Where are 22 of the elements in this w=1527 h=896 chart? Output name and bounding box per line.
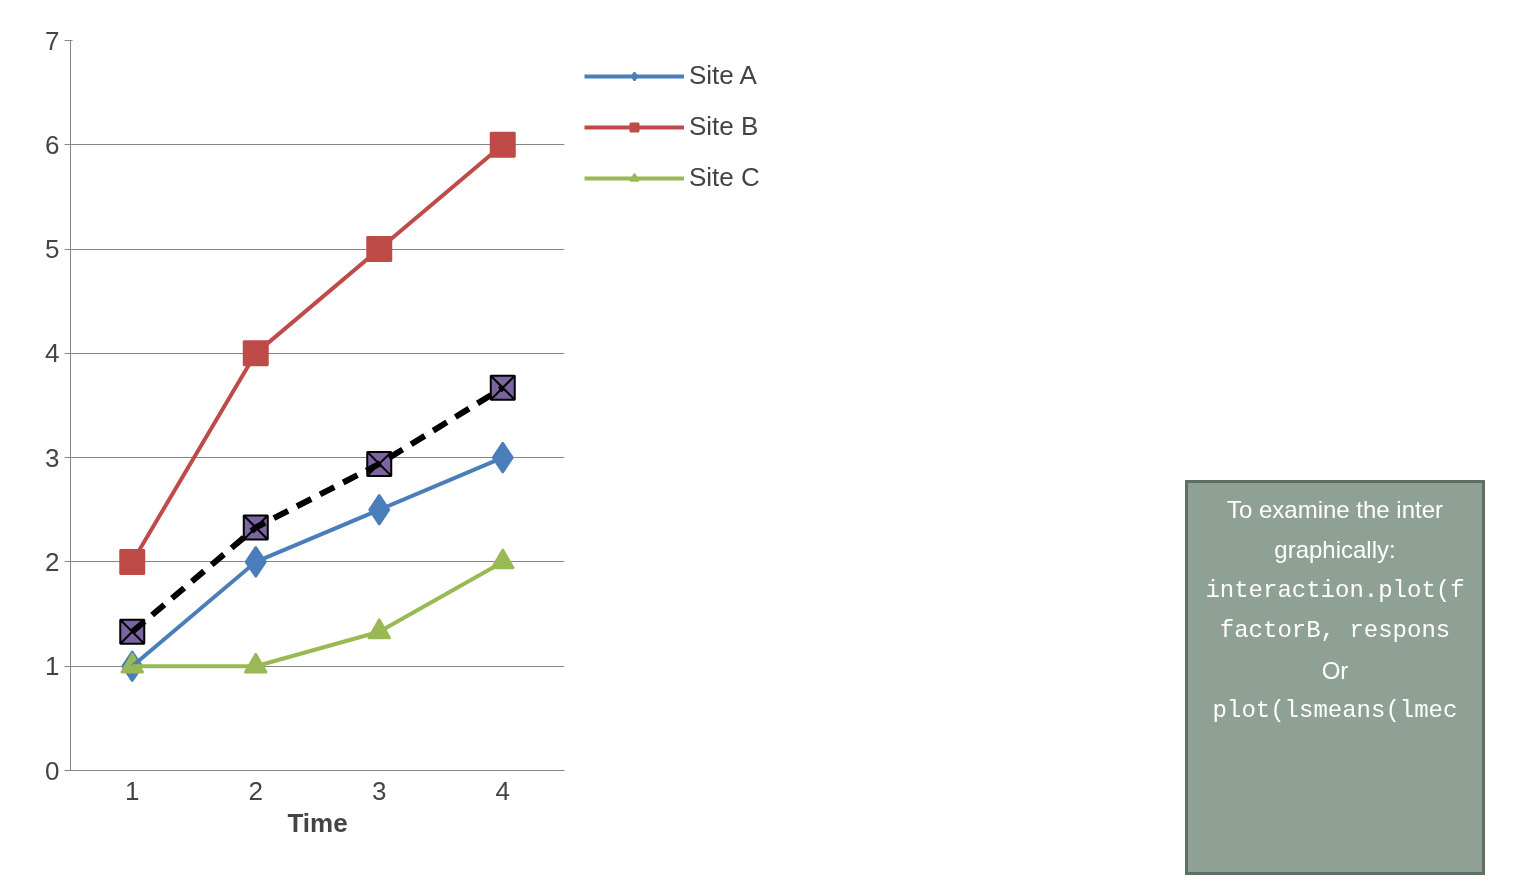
y-tick-label: 3	[45, 442, 60, 473]
y-tick-label: 4	[45, 338, 60, 369]
y-tick-label: 0	[45, 755, 60, 786]
text: factorB, respons	[1218, 615, 1452, 646]
legend-label: Site C	[689, 162, 760, 193]
text: To examine the inter	[1225, 495, 1445, 525]
x-axis-title: Time	[287, 807, 348, 838]
y-tick-label: 7	[45, 25, 60, 56]
legend-label: Site A	[689, 60, 757, 91]
x-tick-label: 3	[372, 775, 387, 806]
legend-label: Site B	[689, 111, 759, 142]
text: plot(lsmeans(lmec	[1211, 696, 1459, 727]
text: interaction.plot(f	[1205, 575, 1465, 606]
x-tick-label: 2	[248, 775, 263, 806]
text: Or	[1320, 656, 1350, 687]
y-tick-label: 5	[45, 234, 60, 265]
x-tick-label: 4	[495, 775, 510, 806]
y-tick-label: 2	[45, 546, 60, 577]
y-tick-label: 6	[45, 129, 60, 160]
y-tick-label: 1	[45, 651, 60, 682]
text: graphically:	[1273, 535, 1397, 566]
x-tick-label: 1	[125, 775, 140, 806]
